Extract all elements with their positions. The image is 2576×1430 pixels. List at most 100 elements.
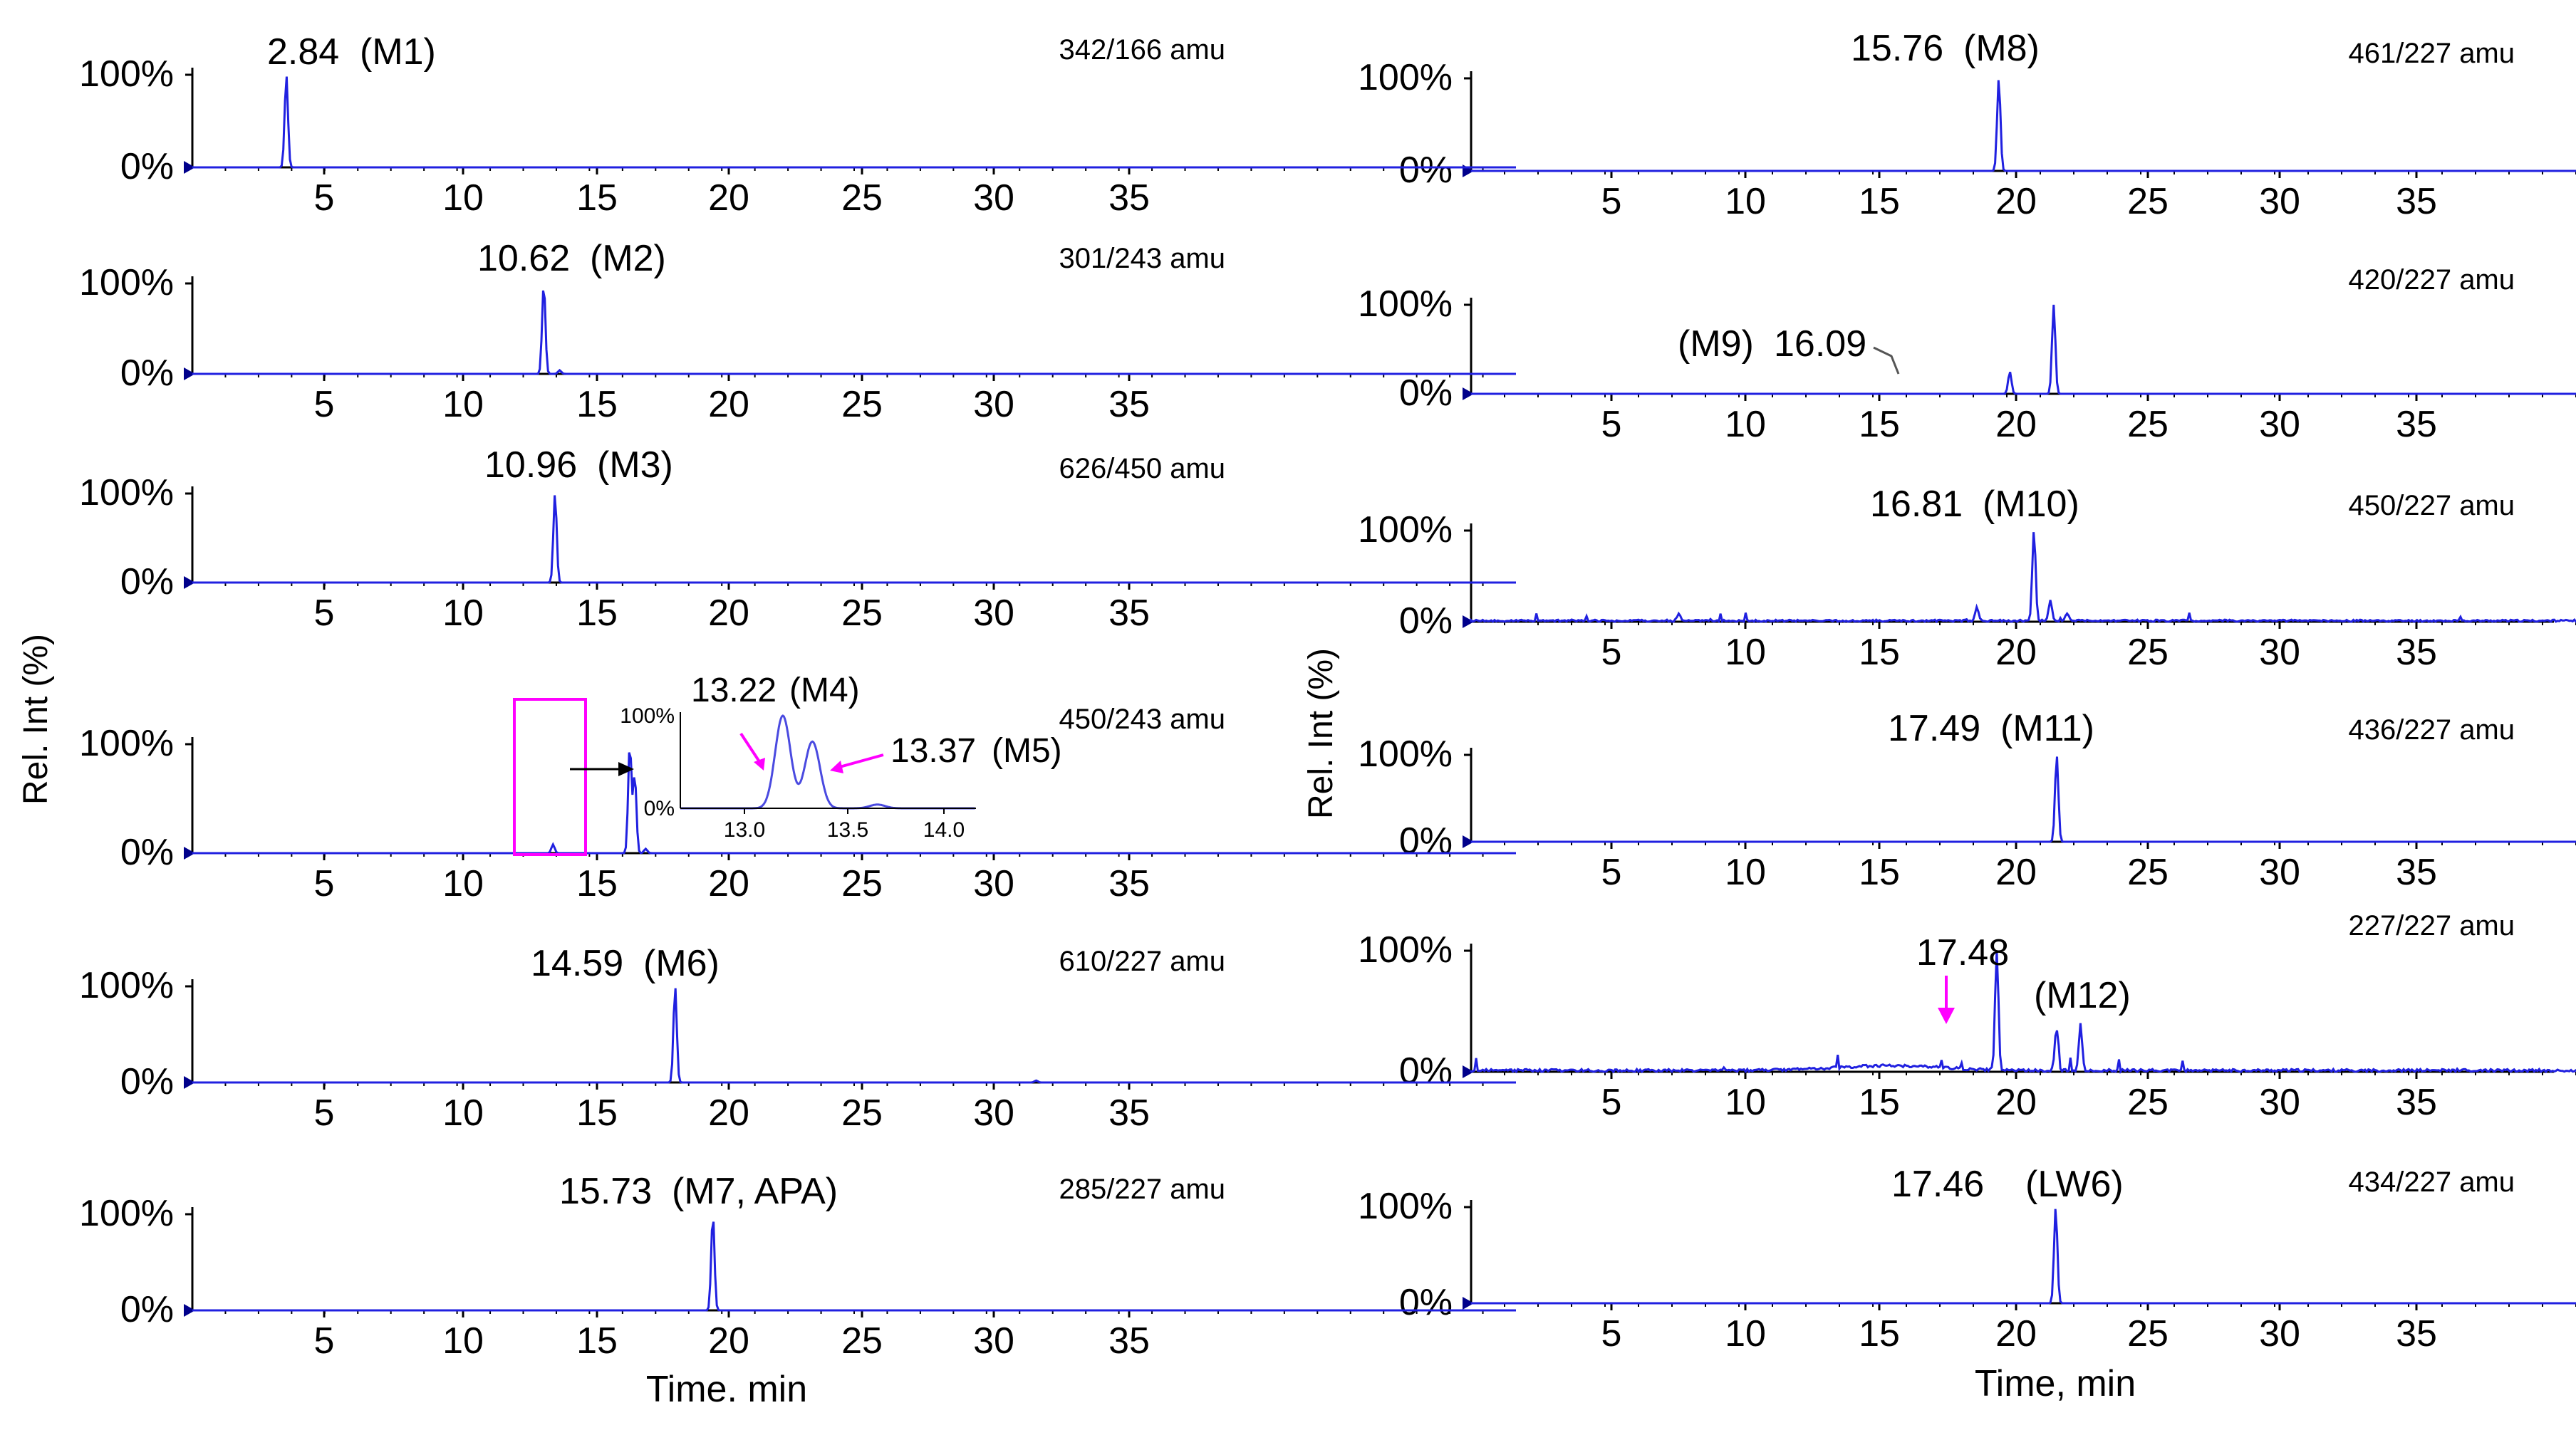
right-5-trace	[1470, 950, 2576, 1075]
left-1-xtick-30: 30	[973, 177, 1014, 219]
left-3-peak-id: (M3)	[597, 444, 673, 486]
left-4-xtick-15: 15	[576, 863, 618, 904]
right-2-trace	[1471, 304, 2576, 395]
left-2-trace	[192, 290, 1516, 375]
left-5-mass-label: 610/227 amu	[1059, 946, 1225, 977]
left-4-inset-arrow-1	[739, 732, 760, 762]
left-4-inset-ytick-100: 100%	[620, 704, 675, 728]
right-4-start-marker	[1463, 835, 1474, 848]
left-2-peak-id: (M2)	[590, 238, 666, 279]
left-5-ytick-0: 0%	[120, 1061, 174, 1102]
left-4-trace	[192, 752, 1516, 855]
left-6-xtick-35: 35	[1108, 1320, 1150, 1362]
left-6-xtick-5: 5	[314, 1320, 335, 1362]
right-6-xtick-25: 25	[2127, 1313, 2169, 1355]
right-6-xtick-10: 10	[1725, 1313, 1766, 1355]
label-layer: 342/166 amu 2.84 (M1) 301/243 amu 10.62 (M2) 6…	[267, 28, 2515, 1212]
left-1-peak-rt: 2.84	[267, 31, 339, 73]
right-6-trace	[1471, 1209, 2576, 1305]
right-2-mass-label: 420/227 amu	[2348, 264, 2515, 296]
left-4-start-marker	[184, 847, 195, 860]
left-4-mass-label: 450/243 amu	[1059, 704, 1225, 735]
right-1-ytick-0: 0%	[1399, 150, 1453, 191]
right-3-xtick-10: 10	[1725, 632, 1766, 673]
left-6-peak-id: (M7, APA)	[672, 1171, 838, 1212]
left-5-peak-rt: 14.59	[531, 943, 623, 984]
left-3-ytick-0: 0%	[120, 561, 174, 602]
right-1-xtick-15: 15	[1859, 181, 1900, 222]
left-3-xtick-25: 25	[841, 593, 883, 634]
right-2-xtick-25: 25	[2127, 404, 2169, 445]
right-6-xtick-35: 35	[2396, 1313, 2437, 1355]
right-3-start-marker	[1463, 615, 1474, 628]
left-4-xtick-35: 35	[1108, 863, 1150, 904]
left-2-peak-rt: 10.62	[477, 238, 570, 279]
left-6-xtick-20: 20	[708, 1320, 749, 1362]
left-4-inset-peak-rt-1: 13.22	[691, 672, 777, 709]
left-1-xtick-25: 25	[841, 177, 883, 219]
left-1-xtick-15: 15	[576, 177, 618, 219]
left-6-mass-label: 285/227 amu	[1059, 1174, 1225, 1205]
left-4-zoom-arrow-head	[618, 762, 634, 776]
right-4-ytick-0: 0%	[1399, 820, 1453, 862]
left-4-inset-peak-id-1: (M4)	[789, 672, 860, 709]
left-6-ytick-100: 100%	[79, 1193, 174, 1234]
left-4-ytick-100: 100%	[79, 723, 174, 764]
right-1-peak-rt: 15.76	[1851, 28, 1943, 69]
left-4-xtick-30: 30	[973, 863, 1014, 904]
right-3-xtick-30: 30	[2259, 632, 2300, 673]
right-6-mass-label: 434/227 amu	[2348, 1167, 2515, 1198]
trace-layer	[192, 76, 2576, 1312]
left-2-xtick-25: 25	[841, 384, 883, 425]
right-2-xtick-10: 10	[1725, 404, 1766, 445]
left-6-xtick-30: 30	[973, 1320, 1014, 1362]
right-3-xtick-5: 5	[1601, 632, 1622, 673]
right-6-xtick-20: 20	[1995, 1313, 2037, 1355]
right-5-arrow-head	[1938, 1008, 1955, 1024]
left-1-ytick-0: 0%	[120, 146, 174, 187]
right-4-xtick-5: 5	[1601, 852, 1622, 893]
left-3-ytick-100: 100%	[79, 472, 174, 513]
left-4-inset-arrow-2	[836, 753, 884, 769]
left-1-mass-label: 342/166 amu	[1059, 34, 1225, 66]
right-4-xtick-20: 20	[1995, 852, 2037, 893]
left-6-xtick-15: 15	[576, 1320, 618, 1362]
right-4-xtick-35: 35	[2396, 852, 2437, 893]
right-1-xtick-35: 35	[2396, 181, 2437, 222]
left-4-inset-arrow-head-2	[830, 761, 843, 773]
x-axis-title-right: Time, min	[1975, 1363, 2136, 1404]
right-1-xtick-10: 10	[1725, 181, 1766, 222]
left-4-xtick-25: 25	[841, 863, 883, 904]
right-3-xtick-20: 20	[1995, 632, 2037, 673]
right-4-trace	[1471, 756, 2576, 843]
left-1-trace	[192, 76, 1516, 169]
right-1-xtick-20: 20	[1995, 181, 2037, 222]
left-3-xtick-15: 15	[576, 593, 618, 634]
left-4-xtick-10: 10	[442, 863, 484, 904]
right-6-start-marker	[1463, 1297, 1474, 1310]
right-3-peak-id: (M10)	[1983, 484, 2079, 525]
right-2-xtick-5: 5	[1601, 404, 1622, 445]
left-2-xtick-10: 10	[442, 384, 484, 425]
right-6-xtick-15: 15	[1859, 1313, 1900, 1355]
right-2-xtick-20: 20	[1995, 404, 2037, 445]
left-5-ytick-100: 100%	[79, 965, 174, 1006]
left-5-xtick-35: 35	[1108, 1092, 1150, 1134]
right-5-xtick-20: 20	[1995, 1082, 2037, 1123]
left-1-start-marker	[184, 161, 195, 174]
right-2-leader-line	[1873, 346, 1900, 375]
x-axis-title-left: Time. min	[646, 1369, 807, 1410]
right-4-xtick-30: 30	[2259, 852, 2300, 893]
left-4-highlight-box	[513, 698, 587, 856]
right-1-xtick-25: 25	[2127, 181, 2169, 222]
right-1-mass-label: 461/227 amu	[2348, 38, 2515, 69]
right-2-ytick-100: 100%	[1358, 283, 1453, 325]
left-2-xtick-35: 35	[1108, 384, 1150, 425]
left-1-xtick-10: 10	[442, 177, 484, 219]
right-5-peak-id: (M12)	[2034, 975, 2131, 1016]
left-5-xtick-5: 5	[314, 1092, 335, 1134]
left-4-inset-peak-id-2: (M5)	[992, 732, 1062, 770]
left-6-peak-rt: 15.73	[559, 1171, 652, 1212]
right-1-trace	[1471, 80, 2576, 172]
right-5-start-marker	[1463, 1065, 1474, 1078]
